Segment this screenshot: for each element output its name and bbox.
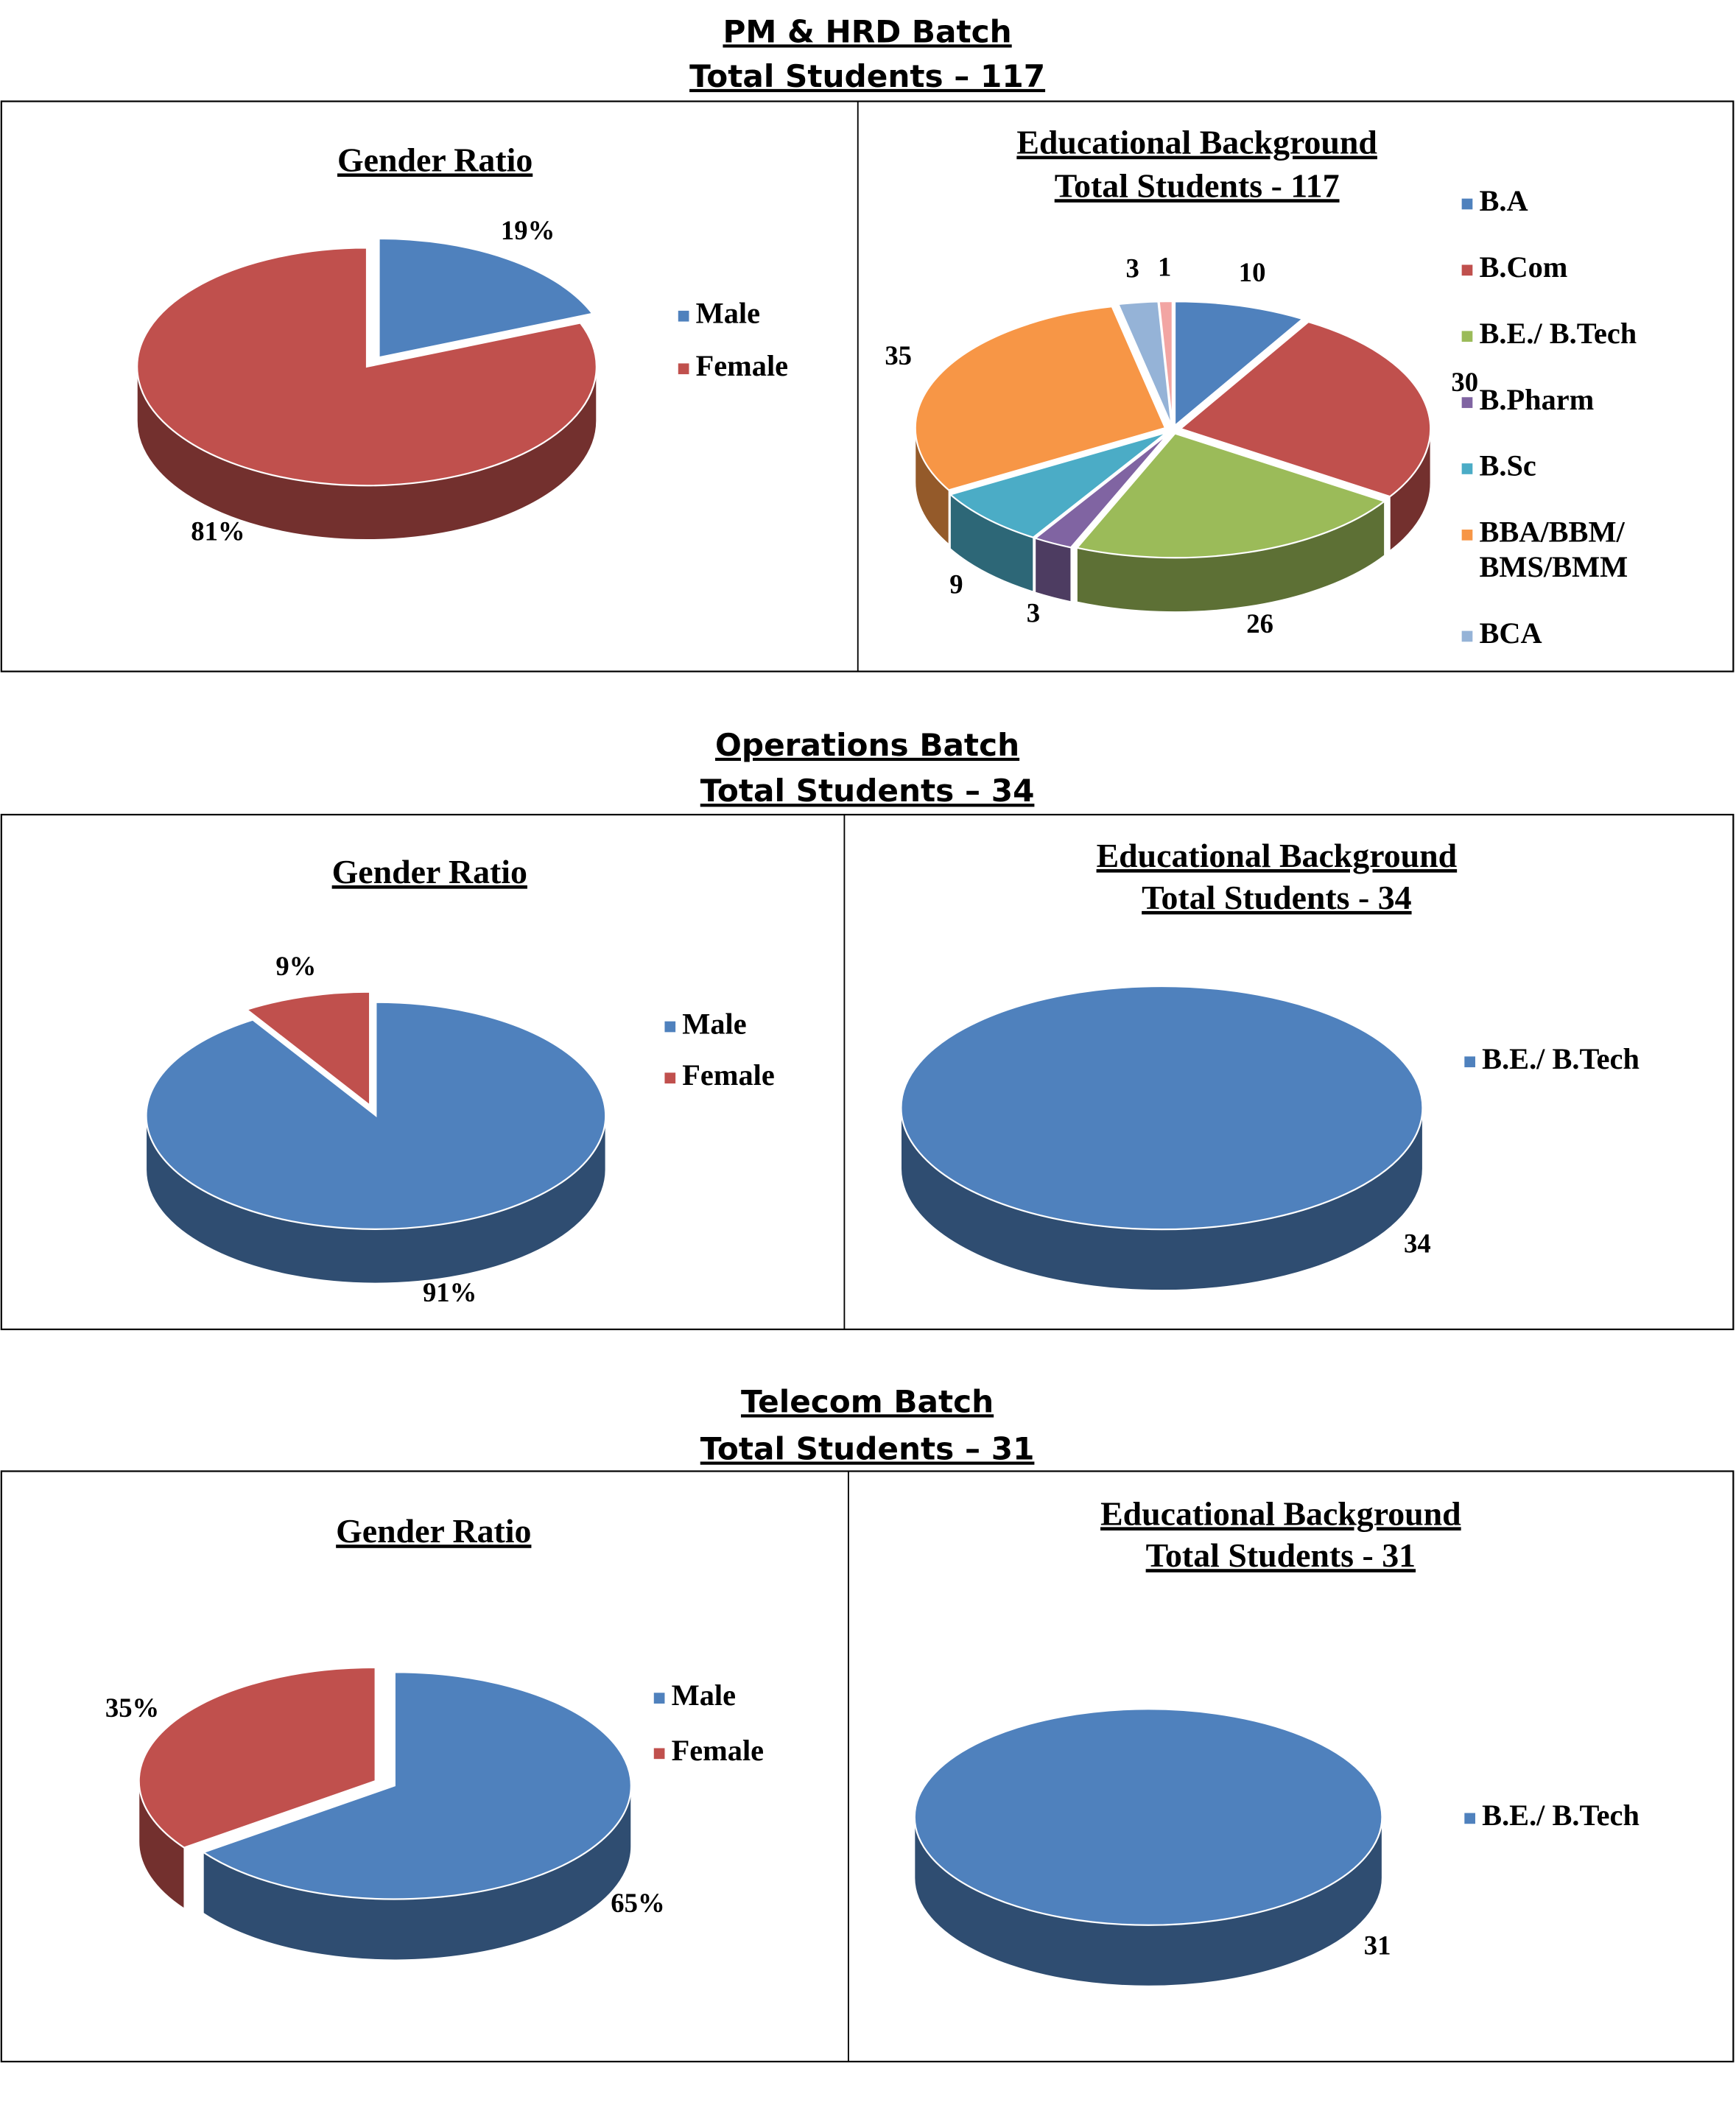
pie-slice <box>1117 301 1173 426</box>
data-label: 10 <box>1239 257 1266 287</box>
legend-label: B.Com <box>1479 250 1567 284</box>
pie-slice <box>201 1671 632 1900</box>
pie-slice <box>136 247 597 487</box>
legend-label: Female <box>696 349 788 382</box>
chart-title: Educational Background <box>1100 1494 1461 1532</box>
chart-subtitle: Total Students - 34 <box>1142 879 1411 916</box>
data-label: 26 <box>1246 608 1273 639</box>
chart-title: Educational Background <box>1016 124 1377 161</box>
data-label: 19% <box>501 215 555 245</box>
legend-swatch <box>653 1693 665 1704</box>
data-label: 3 <box>1027 597 1040 628</box>
pie-slice <box>145 1001 607 1230</box>
data-label: 31 <box>1364 1930 1391 1960</box>
pie-slice <box>1075 432 1387 559</box>
legend-label: B.E./ B.Tech <box>1482 1042 1640 1075</box>
legend-swatch <box>1461 630 1473 642</box>
legend-swatch <box>664 1072 676 1084</box>
chart-title: Gender Ratio <box>332 853 527 890</box>
pie-slice <box>900 985 1424 1231</box>
data-label: 9 <box>949 569 963 599</box>
frame <box>0 813 1735 1330</box>
pie-slice <box>1033 432 1170 549</box>
legend-swatch <box>1464 1813 1475 1824</box>
chart-title: Gender Ratio <box>337 141 533 178</box>
legend-label: B.A <box>1479 184 1528 217</box>
legend-swatch <box>1461 397 1473 408</box>
pie-slice <box>378 237 594 359</box>
legend-label: B.E./ B.Tech <box>1482 1799 1640 1832</box>
pie-slice <box>913 1708 1383 1926</box>
legend-swatch <box>653 1748 665 1760</box>
pie-slice <box>1173 301 1304 428</box>
section-subtitle: Total Students – 34 <box>700 773 1035 809</box>
pie-slice <box>245 991 371 1108</box>
data-label: 35% <box>105 1693 159 1723</box>
chart-title: Gender Ratio <box>336 1512 531 1550</box>
legend-label: B.Sc <box>1479 449 1536 482</box>
data-label: 91% <box>423 1277 477 1307</box>
data-label: 3 <box>1125 253 1139 283</box>
legend-swatch <box>1461 463 1473 474</box>
chart-subtitle: Total Students - 31 <box>1146 1536 1416 1574</box>
data-label: 30 <box>1451 367 1478 397</box>
pie-slice <box>949 432 1167 538</box>
pie-slice <box>1178 320 1432 498</box>
data-label: 34 <box>1404 1229 1431 1259</box>
data-label: 81% <box>191 516 245 547</box>
legend-label: Male <box>696 296 760 329</box>
frame <box>0 100 1735 672</box>
data-label: 35 <box>885 340 912 370</box>
pie-slice <box>138 1666 376 1849</box>
legend-label: B.Pharm <box>1479 383 1594 416</box>
frame <box>0 1470 1735 2063</box>
legend-swatch <box>664 1021 676 1033</box>
pie-slice <box>1158 300 1173 426</box>
legend-swatch <box>1461 530 1473 541</box>
legend-swatch <box>1461 264 1473 276</box>
legend-swatch <box>1464 1056 1475 1068</box>
section-subtitle: Total Students – 31 <box>700 1430 1035 1466</box>
pie-slice <box>914 306 1167 491</box>
section-title: PM & HRD Batch <box>723 13 1011 49</box>
legend-label: B.E./ B.Tech <box>1479 317 1637 350</box>
legend-swatch <box>1461 198 1473 210</box>
data-label: 65% <box>611 1888 664 1918</box>
chart-subtitle: Total Students - 117 <box>1055 166 1340 204</box>
section-subtitle: Total Students – 117 <box>689 58 1045 94</box>
legend-label: BCA <box>1479 616 1542 650</box>
data-label: 9% <box>275 951 316 981</box>
legend-label: Female <box>672 1734 764 1767</box>
legend-label: BBA/BBM/BMS/BMM <box>1479 516 1628 584</box>
legend-swatch <box>1461 331 1473 342</box>
legend-swatch <box>678 363 689 375</box>
chart-title: Educational Background <box>1097 837 1458 874</box>
legend-label: Female <box>682 1058 774 1092</box>
legend-label: Male <box>672 1679 736 1712</box>
legend-label: Male <box>682 1007 746 1040</box>
section-title: Operations Batch <box>715 727 1019 763</box>
section-title: Telecom Batch <box>741 1383 994 1419</box>
data-label: 1 <box>1158 252 1171 282</box>
legend-swatch <box>678 310 689 322</box>
pie-slice-side <box>1035 538 1072 602</box>
